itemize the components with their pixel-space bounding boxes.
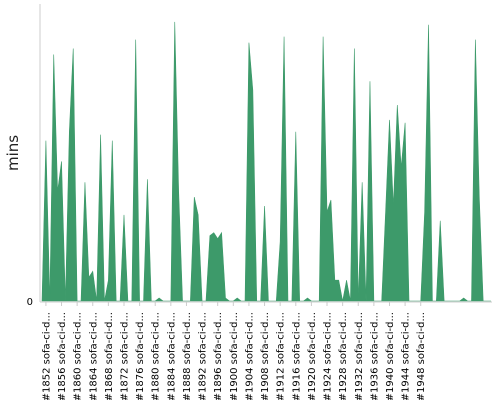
y-axis-title: mins [4, 135, 22, 171]
area-path [41, 21, 491, 302]
x-tick-label: #1856 sofa-ci-d... [57, 312, 68, 400]
x-axis: #1852 sofa-ci-d... #1856 sofa-ci-d... #186… [40, 301, 492, 400]
y-tick-label: 0 [27, 297, 33, 308]
area-series [41, 21, 491, 302]
x-tick-label: #1904 sofa-ci-d... [244, 312, 255, 400]
x-tick-label: #1928 sofa-ci-d... [338, 312, 349, 400]
x-tick-label: #1936 sofa-ci-d... [369, 312, 380, 400]
x-tick-label: #1876 sofa-ci-d... [135, 312, 146, 400]
x-tick-label: #1884 sofa-ci-d... [166, 312, 177, 400]
x-tick-label: #1924 sofa-ci-d... [323, 312, 334, 400]
x-tick-label: #1888 sofa-ci-d... [182, 312, 193, 400]
x-tick-label: #1908 sofa-ci-d... [260, 312, 271, 400]
x-tick-label: #1916 sofa-ci-d... [291, 312, 302, 400]
x-tick-label: #1896 sofa-ci-d... [213, 312, 224, 400]
y-axis: 0 mins [4, 4, 41, 308]
x-tick-label: #1948 sofa-ci-d... [416, 312, 427, 400]
x-tick-label: #1880 sofa-ci-d... [151, 312, 162, 400]
x-tick-label: #1900 sofa-ci-d... [229, 312, 240, 400]
x-tick-label: #1852 sofa-ci-d... [41, 312, 52, 400]
x-tick-label: #1868 sofa-ci-d... [104, 312, 115, 400]
x-tick-label: #1864 sofa-ci-d... [88, 312, 99, 400]
x-tick-label: #1920 sofa-ci-d... [307, 312, 318, 400]
x-tick-label: #1912 sofa-ci-d... [276, 312, 287, 400]
x-tick-label: #1892 sofa-ci-d... [198, 312, 209, 400]
x-tick-label: #1872 sofa-ci-d... [119, 312, 130, 400]
x-tick-label: #1940 sofa-ci-d... [385, 312, 396, 400]
x-tick-label: #1932 sofa-ci-d... [354, 312, 365, 400]
x-tick-label: #1860 sofa-ci-d... [73, 312, 84, 400]
x-tick-label: #1944 sofa-ci-d... [401, 312, 412, 400]
